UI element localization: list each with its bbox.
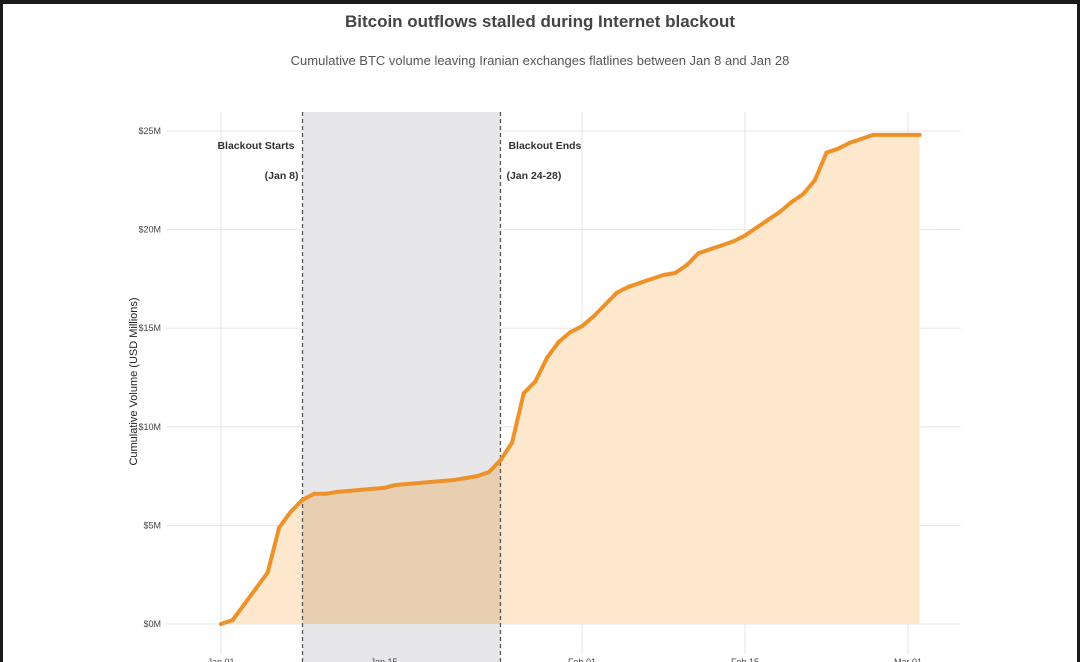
data-point bbox=[533, 379, 538, 384]
data-point bbox=[684, 263, 689, 268]
data-point bbox=[743, 233, 747, 238]
data-point bbox=[568, 330, 573, 335]
y-tick-label: $10M bbox=[138, 422, 161, 432]
data-point bbox=[277, 525, 282, 530]
data-point bbox=[906, 132, 910, 137]
data-point bbox=[591, 314, 596, 319]
data-point bbox=[894, 132, 899, 137]
y-tick-label: $15M bbox=[138, 323, 161, 333]
data-point bbox=[300, 497, 305, 502]
data-point bbox=[777, 209, 782, 214]
data-point bbox=[253, 586, 258, 591]
x-tick-label: Feb 01 bbox=[568, 657, 596, 662]
data-point bbox=[510, 440, 515, 445]
data-point bbox=[731, 239, 736, 244]
data-point bbox=[288, 509, 293, 514]
data-point bbox=[917, 132, 922, 137]
y-tick-label: $5M bbox=[143, 520, 161, 530]
data-point bbox=[824, 150, 829, 155]
data-point bbox=[812, 178, 817, 183]
data-point bbox=[696, 251, 701, 256]
data-point bbox=[323, 491, 328, 496]
x-tick-label: Jan 01 bbox=[207, 657, 234, 662]
data-point bbox=[580, 324, 584, 329]
data-point bbox=[486, 470, 491, 475]
data-point bbox=[661, 273, 666, 277]
data-point bbox=[836, 146, 841, 151]
y-tick-label: $20M bbox=[138, 225, 161, 235]
blackout-end-label: Blackout Ends bbox=[508, 140, 581, 152]
data-point bbox=[789, 200, 794, 204]
blackout-area-fill bbox=[302, 460, 501, 624]
data-point bbox=[451, 478, 456, 482]
data-point bbox=[754, 225, 759, 230]
data-point bbox=[475, 474, 480, 479]
y-tick-label: $25M bbox=[138, 126, 161, 136]
data-point bbox=[347, 488, 352, 493]
data-point bbox=[416, 481, 421, 485]
chart-subtitle: Cumulative BTC volume leaving Iranian ex… bbox=[290, 53, 790, 68]
data-point bbox=[242, 602, 247, 607]
data-point bbox=[801, 192, 806, 197]
data-point bbox=[638, 280, 643, 285]
data-point bbox=[766, 217, 771, 222]
data-point bbox=[382, 485, 386, 490]
data-point bbox=[312, 491, 317, 496]
chart-title: Bitcoin outflows stalled during Internet… bbox=[344, 12, 736, 31]
y-tick-label: $0M bbox=[143, 619, 161, 629]
y-tick-labels: $0M $5M $10M $15M $20M $25M bbox=[138, 126, 161, 629]
data-point bbox=[882, 132, 887, 137]
data-point bbox=[230, 618, 235, 623]
chart-plot: $0M $5M $10M $15M $20M $25M Jan 01 Jan 15 Feb 0… bbox=[128, 112, 961, 662]
data-point bbox=[265, 570, 270, 575]
data-point bbox=[871, 132, 876, 137]
x-tick-label: Feb 15 bbox=[731, 657, 759, 662]
data-point bbox=[463, 476, 468, 481]
data-point bbox=[521, 391, 526, 396]
data-points bbox=[219, 132, 922, 626]
data-point bbox=[626, 284, 631, 289]
data-point bbox=[545, 355, 549, 360]
data-point bbox=[440, 479, 445, 483]
x-tick-label: Mar 01 bbox=[894, 657, 922, 662]
data-point bbox=[393, 483, 398, 487]
x-tick-labels: Jan 01 Jan 15 Feb 01 Feb 15 Mar 01 bbox=[207, 657, 922, 662]
data-point bbox=[673, 271, 678, 275]
data-point bbox=[719, 243, 724, 248]
blackout-end-date-label: (Jan 24-28) bbox=[506, 170, 561, 182]
data-point bbox=[614, 290, 619, 295]
y-axis-label: Cumulative Volume (USD Millions) bbox=[128, 297, 140, 465]
x-tick-label: Jan 15 bbox=[371, 657, 398, 662]
data-point bbox=[405, 482, 410, 486]
data-point bbox=[358, 487, 363, 492]
data-point bbox=[428, 480, 433, 484]
data-point bbox=[649, 276, 654, 281]
data-point bbox=[556, 340, 561, 344]
data-point bbox=[603, 302, 608, 307]
data-point bbox=[498, 458, 503, 463]
data-point bbox=[859, 136, 864, 141]
chart-frame: Bitcoin outflows stalled during Internet… bbox=[3, 4, 1077, 662]
data-point bbox=[219, 622, 223, 626]
blackout-start-label: Blackout Starts bbox=[217, 140, 294, 152]
data-point bbox=[847, 140, 852, 145]
data-point bbox=[335, 489, 340, 494]
blackout-start-date-label: (Jan 8) bbox=[265, 170, 299, 182]
data-point bbox=[708, 247, 713, 252]
data-point bbox=[370, 486, 375, 491]
